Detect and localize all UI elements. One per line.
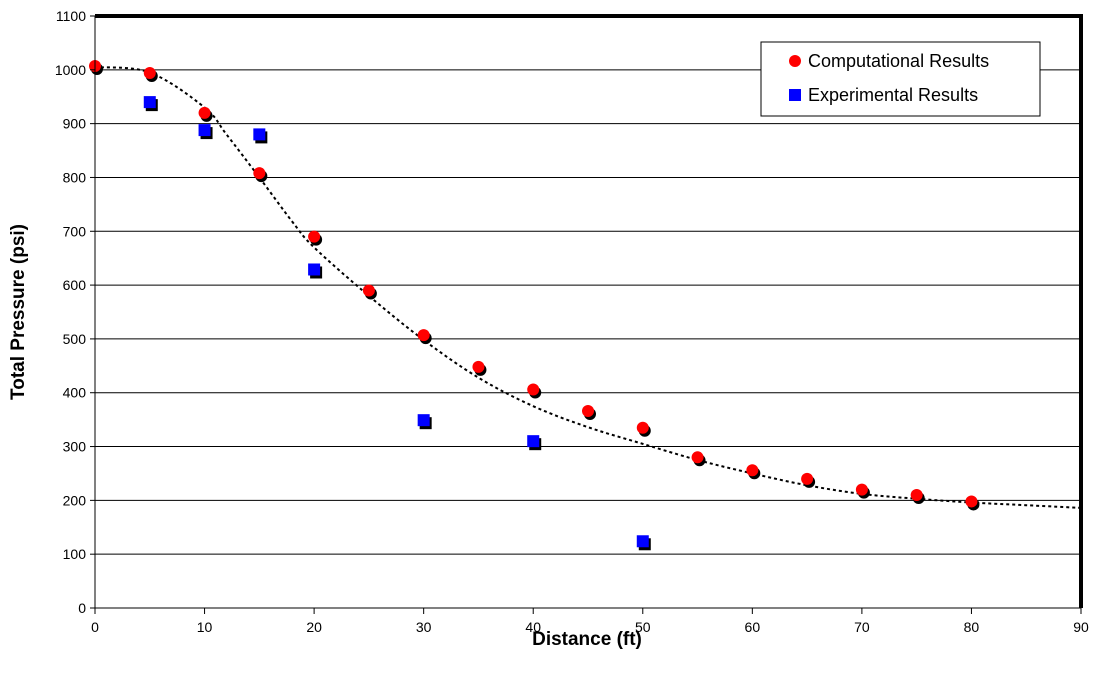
computational-point-2: [198, 106, 213, 122]
experimental-point-6: [636, 535, 651, 551]
trendline-layer: [94, 66, 1082, 509]
x-tick-label-20: 20: [306, 619, 322, 635]
y-tick-label-300: 300: [63, 439, 87, 455]
computational-point-12: [746, 464, 761, 480]
y-tick-label-200: 200: [63, 492, 87, 508]
y-tick-label-1000: 1000: [55, 62, 86, 78]
experimental-point-3: [308, 263, 323, 279]
legend-marker-circle: [789, 55, 801, 67]
trendline-curve: [94, 66, 1082, 509]
computational-point-16: [965, 495, 980, 511]
x-tick-label-90: 90: [1073, 619, 1089, 635]
x-tick-label-0: 0: [91, 619, 99, 635]
legend-label-0: Computational Results: [808, 51, 989, 71]
experimental-point-5: [527, 435, 542, 451]
axes: 0 100 200 300 400 500 600 700 800 900 1000 1100 0 10 2…: [55, 8, 1089, 635]
computational-point-5: [362, 284, 377, 300]
x-tick-label-70: 70: [854, 619, 870, 635]
legend-item-0: Computational Results: [789, 51, 989, 71]
y-tick-label-500: 500: [63, 331, 87, 347]
experimental-point-1: [198, 124, 213, 140]
gridlines: [95, 69, 1081, 555]
computational-point-1: [143, 67, 158, 83]
y-tick-label-1100: 1100: [56, 8, 86, 24]
x-tick-label-50: 50: [635, 619, 651, 635]
computational-point-9: [582, 405, 596, 421]
y-tick-label-800: 800: [63, 169, 87, 185]
y-tick-label-0: 0: [78, 600, 86, 616]
x-tick-label-60: 60: [745, 619, 761, 635]
y-tick-label-600: 600: [63, 277, 87, 293]
x-tick-label-30: 30: [416, 619, 432, 635]
experimental-point-2: [253, 128, 268, 144]
y-tick-label-900: 900: [63, 116, 87, 132]
y-tick-label-700: 700: [63, 223, 87, 239]
computational-point-6: [417, 329, 432, 345]
computational-point-10: [636, 421, 651, 437]
x-tick-label-40: 40: [525, 619, 541, 635]
x-tick-label-10: 10: [197, 619, 213, 635]
experimental-point-0: [143, 96, 158, 112]
computational-point-7: [472, 360, 487, 376]
computational-point-0: [89, 60, 103, 76]
y-tick-label-400: 400: [63, 385, 87, 401]
legend-item-1: Experimental Results: [789, 85, 978, 105]
computational-point-11: [691, 451, 706, 467]
y-axis-title: Total Pressure (psi): [8, 224, 29, 400]
legend-box: [760, 41, 1041, 117]
legend-label-1: Experimental Results: [808, 85, 978, 105]
x-tick-label-80: 80: [964, 619, 980, 635]
computational-point-4: [308, 230, 323, 246]
computational-point-15: [910, 488, 925, 504]
experimental-point-4: [417, 414, 432, 430]
computational-point-8: [527, 383, 542, 399]
data-points-layer: [89, 60, 980, 551]
computational-point-13: [801, 472, 816, 488]
legend-marker-square: [789, 89, 801, 101]
x-axis-title: Distance (ft): [532, 629, 642, 650]
computational-point-3: [253, 167, 268, 183]
computational-point-14: [855, 483, 870, 499]
y-tick-label-100: 100: [63, 546, 87, 562]
legend: Computational Results Experimental Result…: [760, 41, 1041, 117]
